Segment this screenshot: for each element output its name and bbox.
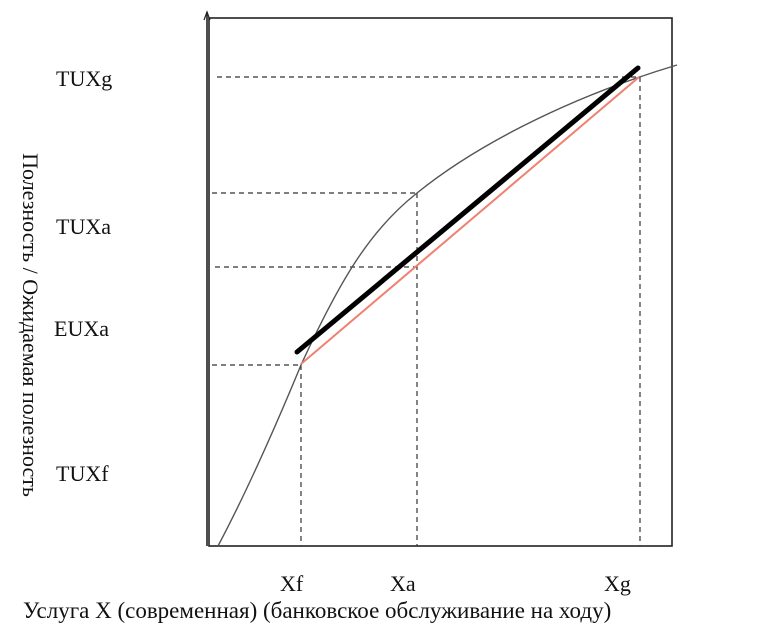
y-tick-tuxg: TUXg — [56, 66, 113, 91]
y-axis-label: Полезность / Ожидаемая полезность — [15, 65, 45, 585]
y-axis-arrow-icon — [203, 10, 211, 21]
x-tick-xf: Xf — [280, 571, 304, 596]
expected-utility-line — [300, 76, 640, 365]
y-tick-tuxa: TUXa — [56, 214, 111, 239]
guide-lines — [212, 76, 641, 546]
y-tick-euxa: EUXa — [54, 316, 109, 341]
x-axis-label: Услуга X (современная) (банковское обслу… — [23, 598, 612, 623]
y-tick-tuxf: TUXf — [56, 461, 109, 486]
black-line — [294, 65, 641, 355]
y-axis-label-text: Полезность / Ожидаемая полезность — [18, 153, 43, 497]
plot-frame — [208, 17, 673, 547]
x-tick-xa: Xa — [390, 571, 416, 596]
x-tick-xg: Xg — [604, 571, 631, 596]
utility-curve — [217, 64, 678, 547]
